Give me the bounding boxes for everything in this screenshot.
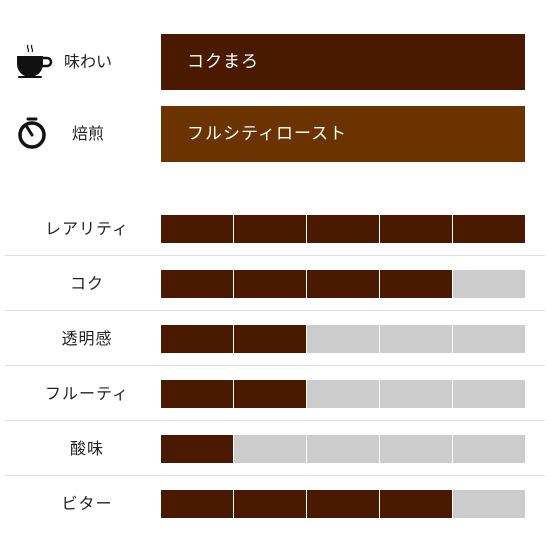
rating-segment-empty — [307, 325, 379, 353]
rating-label: 酸味 — [69, 439, 104, 458]
rating-segment-empty — [307, 435, 379, 463]
roast-row: 焙煎 フルシティロースト — [0, 106, 550, 162]
rating-segment-filled — [161, 435, 233, 463]
rating-label: フルーティ — [44, 384, 130, 403]
rating-row: フルーティ — [0, 366, 550, 421]
rating-label: コク — [69, 274, 104, 293]
rating-row: レアリティ — [0, 201, 550, 256]
taste-value: コクまろ — [161, 34, 525, 90]
rating-segment-filled — [161, 380, 233, 408]
taste-label: 味わい — [63, 52, 112, 71]
rating-label: ビター — [61, 494, 113, 513]
rating-segment-empty — [380, 325, 452, 353]
rating-label: レアリティ — [44, 219, 130, 238]
rating-meter — [161, 215, 526, 243]
rating-meter — [161, 490, 526, 518]
rating-meter — [161, 380, 526, 408]
rating-row: 酸味 — [0, 421, 550, 476]
rating-segment-empty — [453, 435, 525, 463]
rating-meter — [161, 270, 526, 298]
row-divider — [5, 255, 545, 256]
rating-segment-filled — [234, 270, 306, 298]
rating-segment-empty — [453, 380, 525, 408]
row-divider — [5, 475, 545, 476]
rating-segment-filled — [161, 325, 233, 353]
rating-segment-filled — [307, 215, 379, 243]
rating-segment-empty — [453, 490, 525, 518]
taste-row: 味わい コクまろ — [0, 34, 550, 90]
rating-segment-filled — [161, 490, 233, 518]
rating-segment-filled — [307, 270, 379, 298]
timer-icon — [14, 114, 54, 154]
rating-segment-filled — [307, 490, 379, 518]
rating-row: コク — [0, 256, 550, 311]
rating-segment-empty — [234, 435, 306, 463]
rating-segment-empty — [453, 270, 525, 298]
rating-segment-filled — [234, 490, 306, 518]
rating-segment-filled — [161, 215, 233, 243]
row-divider — [5, 420, 545, 421]
rating-segment-filled — [234, 380, 306, 408]
rating-meter — [161, 325, 526, 353]
row-divider — [5, 310, 545, 311]
rating-segment-filled — [380, 490, 452, 518]
rating-segment-empty — [453, 325, 525, 353]
rating-row: ビター — [0, 476, 550, 531]
coffee-cup-icon — [14, 42, 54, 82]
rating-segment-empty — [307, 380, 379, 408]
rating-segment-empty — [380, 380, 452, 408]
roast-value: フルシティロースト — [161, 106, 525, 162]
rating-segment-filled — [234, 325, 306, 353]
row-divider — [5, 365, 545, 366]
rating-segment-filled — [380, 215, 452, 243]
rating-meter — [161, 435, 526, 463]
rating-segment-filled — [453, 215, 525, 243]
rating-segment-filled — [161, 270, 233, 298]
rating-segment-filled — [234, 215, 306, 243]
rating-label: 透明感 — [61, 329, 113, 348]
rating-segment-filled — [380, 270, 452, 298]
roast-label: 焙煎 — [71, 124, 104, 143]
rating-row: 透明感 — [0, 311, 550, 366]
rating-segment-empty — [380, 435, 452, 463]
